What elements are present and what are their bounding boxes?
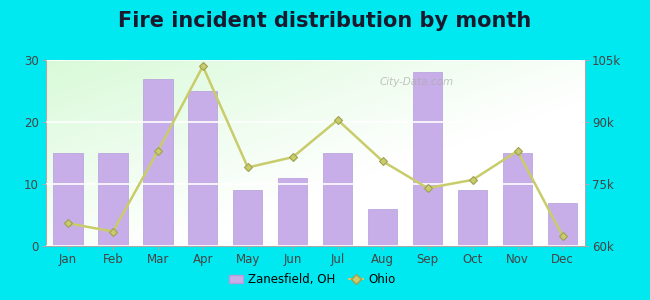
Legend: Zanesfield, OH, Ohio: Zanesfield, OH, Ohio [224,269,400,291]
Bar [53,153,83,246]
Bar [368,209,397,246]
Bar [188,91,218,246]
Bar [98,153,127,246]
Bar [278,178,307,246]
Bar [143,79,172,246]
Bar [503,153,532,246]
Bar [233,190,263,246]
Text: Fire incident distribution by month: Fire incident distribution by month [118,11,532,31]
Bar [413,72,442,246]
Bar [323,153,352,246]
Bar [548,202,577,246]
Bar [458,190,488,246]
Text: City-Data.com: City-Data.com [380,77,454,87]
